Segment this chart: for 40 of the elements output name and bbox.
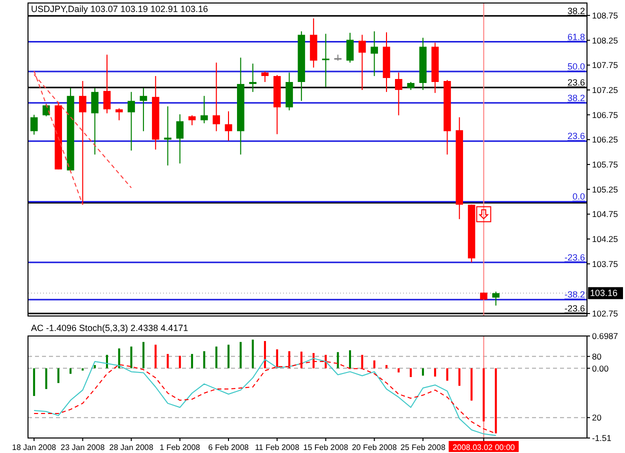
x-tick-label: 11 Feb 2008 bbox=[254, 443, 300, 452]
x-tick-label: 2008.03.02 00:00 bbox=[452, 443, 516, 452]
x-tick-label: 15 Feb 2008 bbox=[303, 443, 349, 452]
ref-line-label: 103.16 bbox=[590, 288, 618, 298]
y-tick-label: 106.75 bbox=[592, 110, 618, 120]
annotation: -38.2 bbox=[564, 290, 585, 300]
y-tick-label: 104.75 bbox=[592, 209, 618, 220]
x-tick-label: 25 Feb 2008 bbox=[400, 443, 446, 452]
x-tick-label: 20 Feb 2008 bbox=[352, 443, 398, 452]
y-tick-label: 102.75 bbox=[592, 308, 618, 319]
y-tick-label: 0.6987 bbox=[592, 331, 618, 341]
y-tick-label: 103.75 bbox=[592, 258, 618, 269]
annotation: 38.2 bbox=[567, 92, 585, 103]
annotation: 50.0 bbox=[567, 62, 585, 72]
annotation: 38.2 bbox=[567, 6, 585, 16]
y2-tick-label: 80 bbox=[592, 351, 602, 362]
x-tick-label: 23 Jan 2008 bbox=[60, 443, 106, 452]
y-tick-label: 104.25 bbox=[592, 234, 618, 244]
annotation: -23.6 bbox=[564, 252, 585, 262]
y-tick-label: 108.75 bbox=[592, 10, 618, 20]
annotation: 0.0 bbox=[572, 192, 585, 202]
annotation: 23.6 bbox=[567, 77, 585, 88]
y2-tick-label: 20 bbox=[592, 412, 602, 423]
annotation: 23.6 bbox=[567, 131, 585, 142]
x-tick-label: 1 Feb 2008 bbox=[160, 443, 201, 452]
annotation: -23.6 bbox=[564, 304, 585, 314]
chart-title: USDJPY,Daily 103.07 103.19 102.91 103.16 bbox=[31, 4, 208, 14]
x-tick-label: 28 Jan 2008 bbox=[109, 443, 154, 452]
y-tick-label: 105.25 bbox=[592, 184, 618, 194]
y-tick-label: 0.00 bbox=[592, 363, 609, 374]
y-tick-label: 105.75 bbox=[592, 159, 618, 170]
chart-title: AC -1.4096 Stoch(5,3,3) 2.4338 4.4171 bbox=[31, 323, 188, 333]
y-tick-label: -1.51 bbox=[592, 433, 612, 443]
y-tick-label: 107.75 bbox=[592, 60, 618, 70]
x-tick-label: 6 Feb 2008 bbox=[208, 443, 250, 452]
y-tick-label: 106.25 bbox=[592, 134, 618, 145]
y-tick-label: 107.25 bbox=[592, 84, 618, 95]
annotation: 61.8 bbox=[567, 32, 585, 42]
y-tick-label: 108.25 bbox=[592, 35, 618, 46]
x-tick-label: 18 Jan 2008 bbox=[12, 443, 57, 452]
